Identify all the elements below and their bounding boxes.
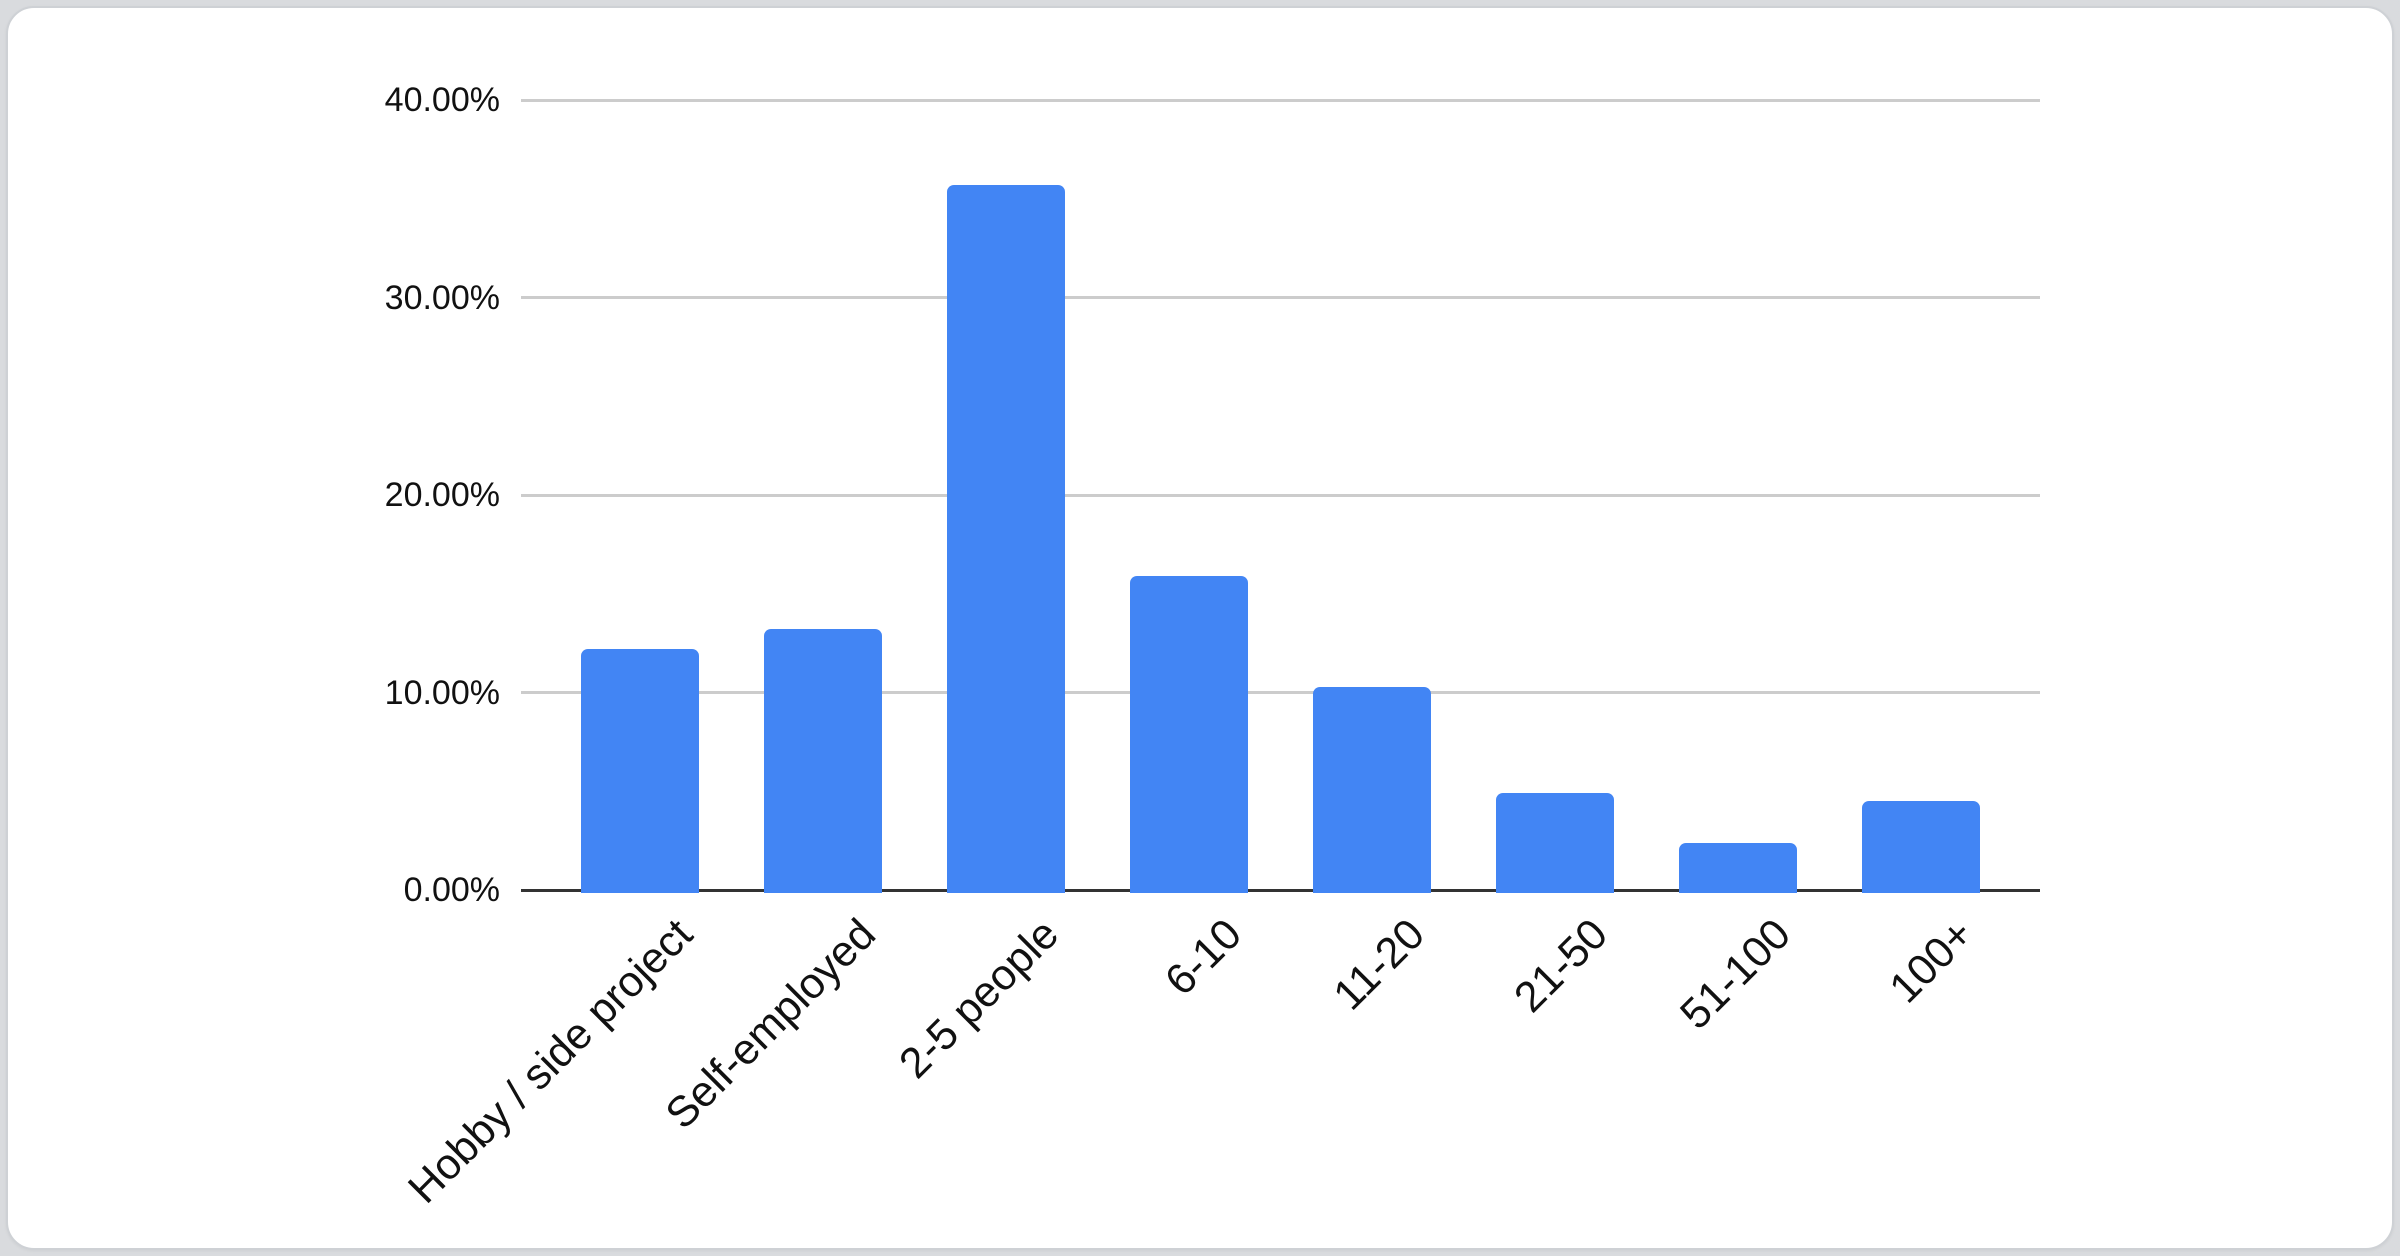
y-axis-tick-label: 30.00% xyxy=(384,278,500,317)
bar-hobby-side-project xyxy=(580,649,699,893)
bar-2-5-people xyxy=(946,184,1065,893)
x-axis-line xyxy=(521,889,2040,892)
bar-chart: 0.00% 10.00% 20.00% 30.00% 40.00% Hobby / si… xyxy=(8,8,2400,1256)
x-axis-tick-label: 100+ xyxy=(1880,910,1984,1013)
bar-11-20 xyxy=(1313,686,1432,893)
gridline-20 xyxy=(521,493,2040,497)
y-axis-tick-label: 0.00% xyxy=(403,871,500,909)
chart-card: 0.00% 10.00% 20.00% 30.00% 40.00% Hobby / si… xyxy=(6,6,2394,1250)
bar-self-employed xyxy=(763,629,882,893)
bar-51-100 xyxy=(1679,842,1798,893)
x-axis-tick-label: 6-10 xyxy=(1156,910,1251,1005)
bar-100+ xyxy=(1862,801,1981,893)
x-axis-tick-label: 2-5 people xyxy=(890,910,1068,1088)
gridline-30 xyxy=(521,296,2040,299)
y-axis-tick-label: 20.00% xyxy=(384,476,500,514)
x-axis-tick-label: Hobby / side project xyxy=(398,910,702,1213)
x-axis-tick-label: 11-20 xyxy=(1324,910,1435,1020)
y-axis-tick-label: 10.00% xyxy=(384,673,500,712)
x-axis-tick-label: 51-100 xyxy=(1671,910,1801,1039)
x-axis-tick-label: 21-50 xyxy=(1505,910,1618,1022)
gridline-10 xyxy=(521,691,2040,694)
gridline-40 xyxy=(521,98,2040,102)
bar-6-10 xyxy=(1129,575,1248,893)
y-axis-tick-label: 40.00% xyxy=(384,81,500,119)
bar-21-50 xyxy=(1496,793,1615,893)
